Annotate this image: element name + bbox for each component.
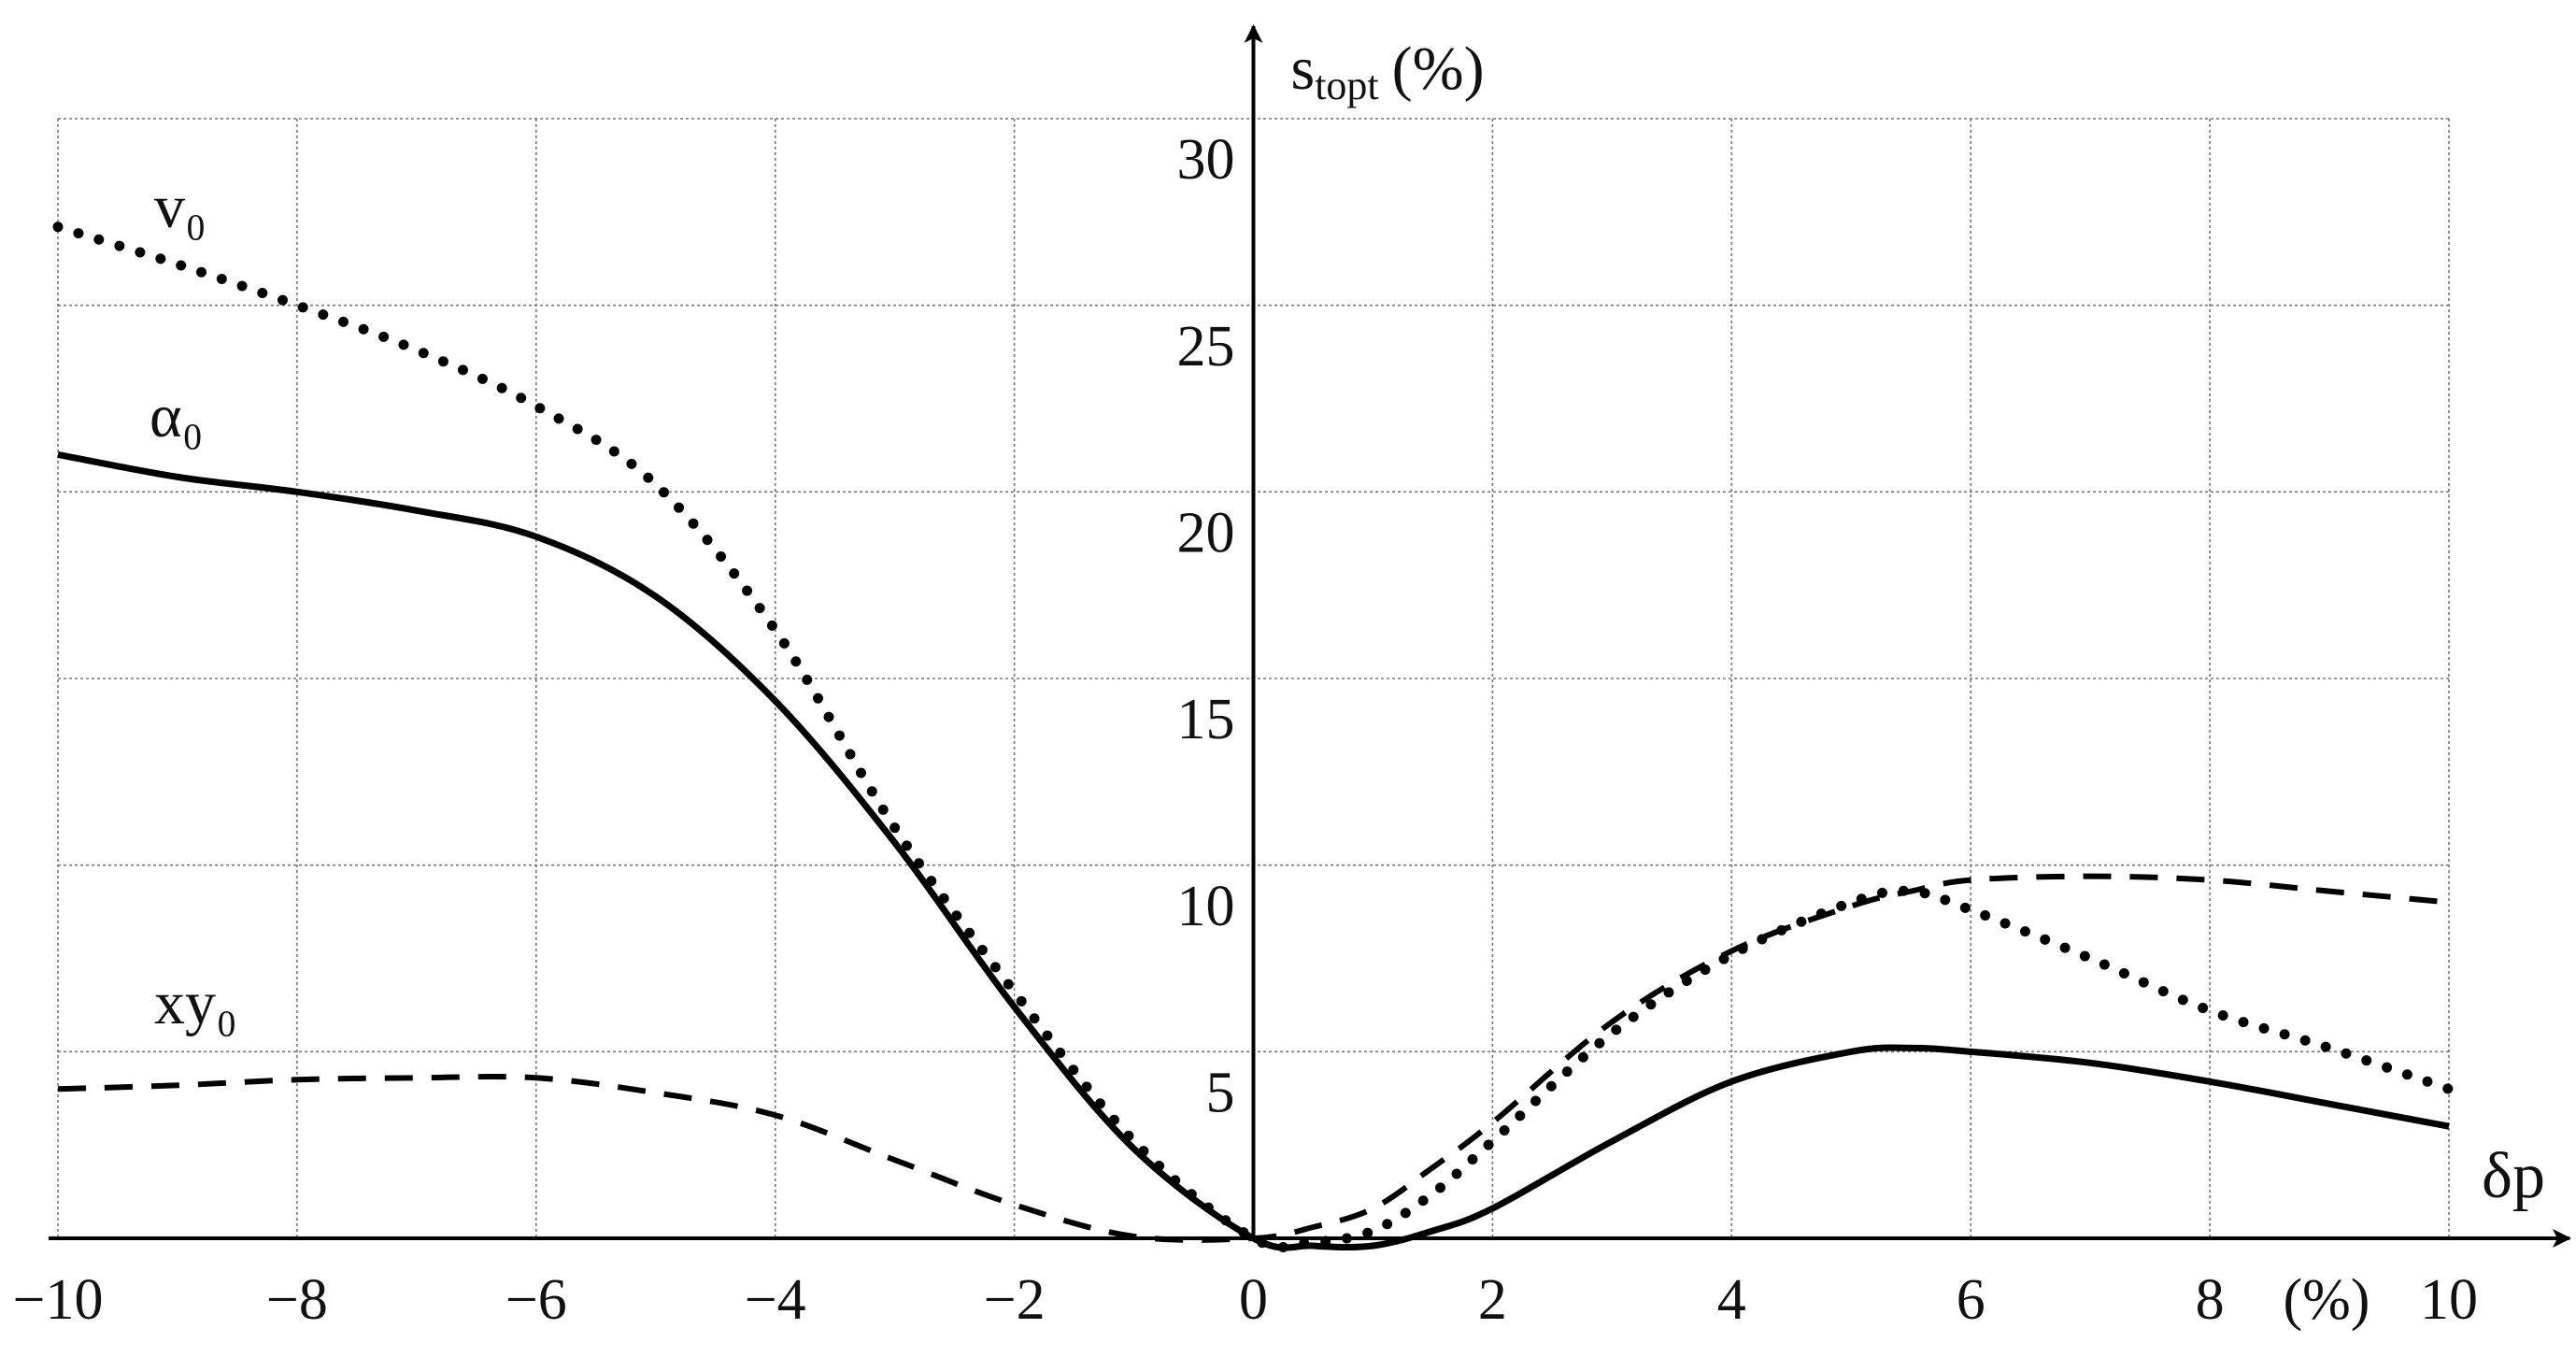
x-tick-label: 8: [2196, 1268, 2225, 1332]
series-label: α₀: [149, 382, 204, 450]
series-line: [52, 221, 2455, 1252]
y-tick-label: 30: [1177, 128, 1235, 192]
x-tick-label: −4: [745, 1268, 806, 1332]
y-axis-label-part: s: [1291, 35, 1316, 103]
y-tick-label: 10: [1177, 875, 1235, 938]
curves: [52, 221, 2455, 1252]
x-tick-label: −6: [505, 1268, 567, 1332]
x-axis-unit: (%): [2284, 1268, 2370, 1332]
x-tick-label: 4: [1717, 1268, 1746, 1332]
x-tick-label: −2: [984, 1268, 1046, 1332]
y-axis-label-part: topt: [1315, 63, 1378, 108]
series-line: [57, 873, 2450, 1243]
y-tick-label: 5: [1206, 1062, 1235, 1125]
series-label: v₀: [154, 173, 206, 241]
y-tick-label: 25: [1177, 315, 1235, 379]
series-label: xy₀: [154, 969, 237, 1037]
x-tick-label: −8: [266, 1268, 328, 1332]
y-axis-label-part: (%): [1392, 35, 1485, 103]
x-tick-label: −10: [13, 1268, 104, 1332]
x-tick-label: 6: [1957, 1268, 1985, 1332]
x-axis-label: δp: [2482, 1140, 2545, 1212]
y-tick-label: 20: [1177, 502, 1235, 565]
y-axis-label: stopt (%): [1291, 35, 1485, 108]
y-tick-label: 15: [1177, 688, 1235, 751]
labels: −10 −8 −6 −4 −2 0 2 4 6 8 10 5 10 15 20 25 30 δp (%) stopt (…: [13, 35, 2545, 1332]
x-tick-label: 10: [2420, 1268, 2478, 1332]
axes: [49, 24, 2571, 1248]
x-tick-label: 0: [1239, 1268, 1268, 1332]
series-line: [57, 450, 2450, 1251]
x-tick-label: 2: [1478, 1268, 1507, 1332]
